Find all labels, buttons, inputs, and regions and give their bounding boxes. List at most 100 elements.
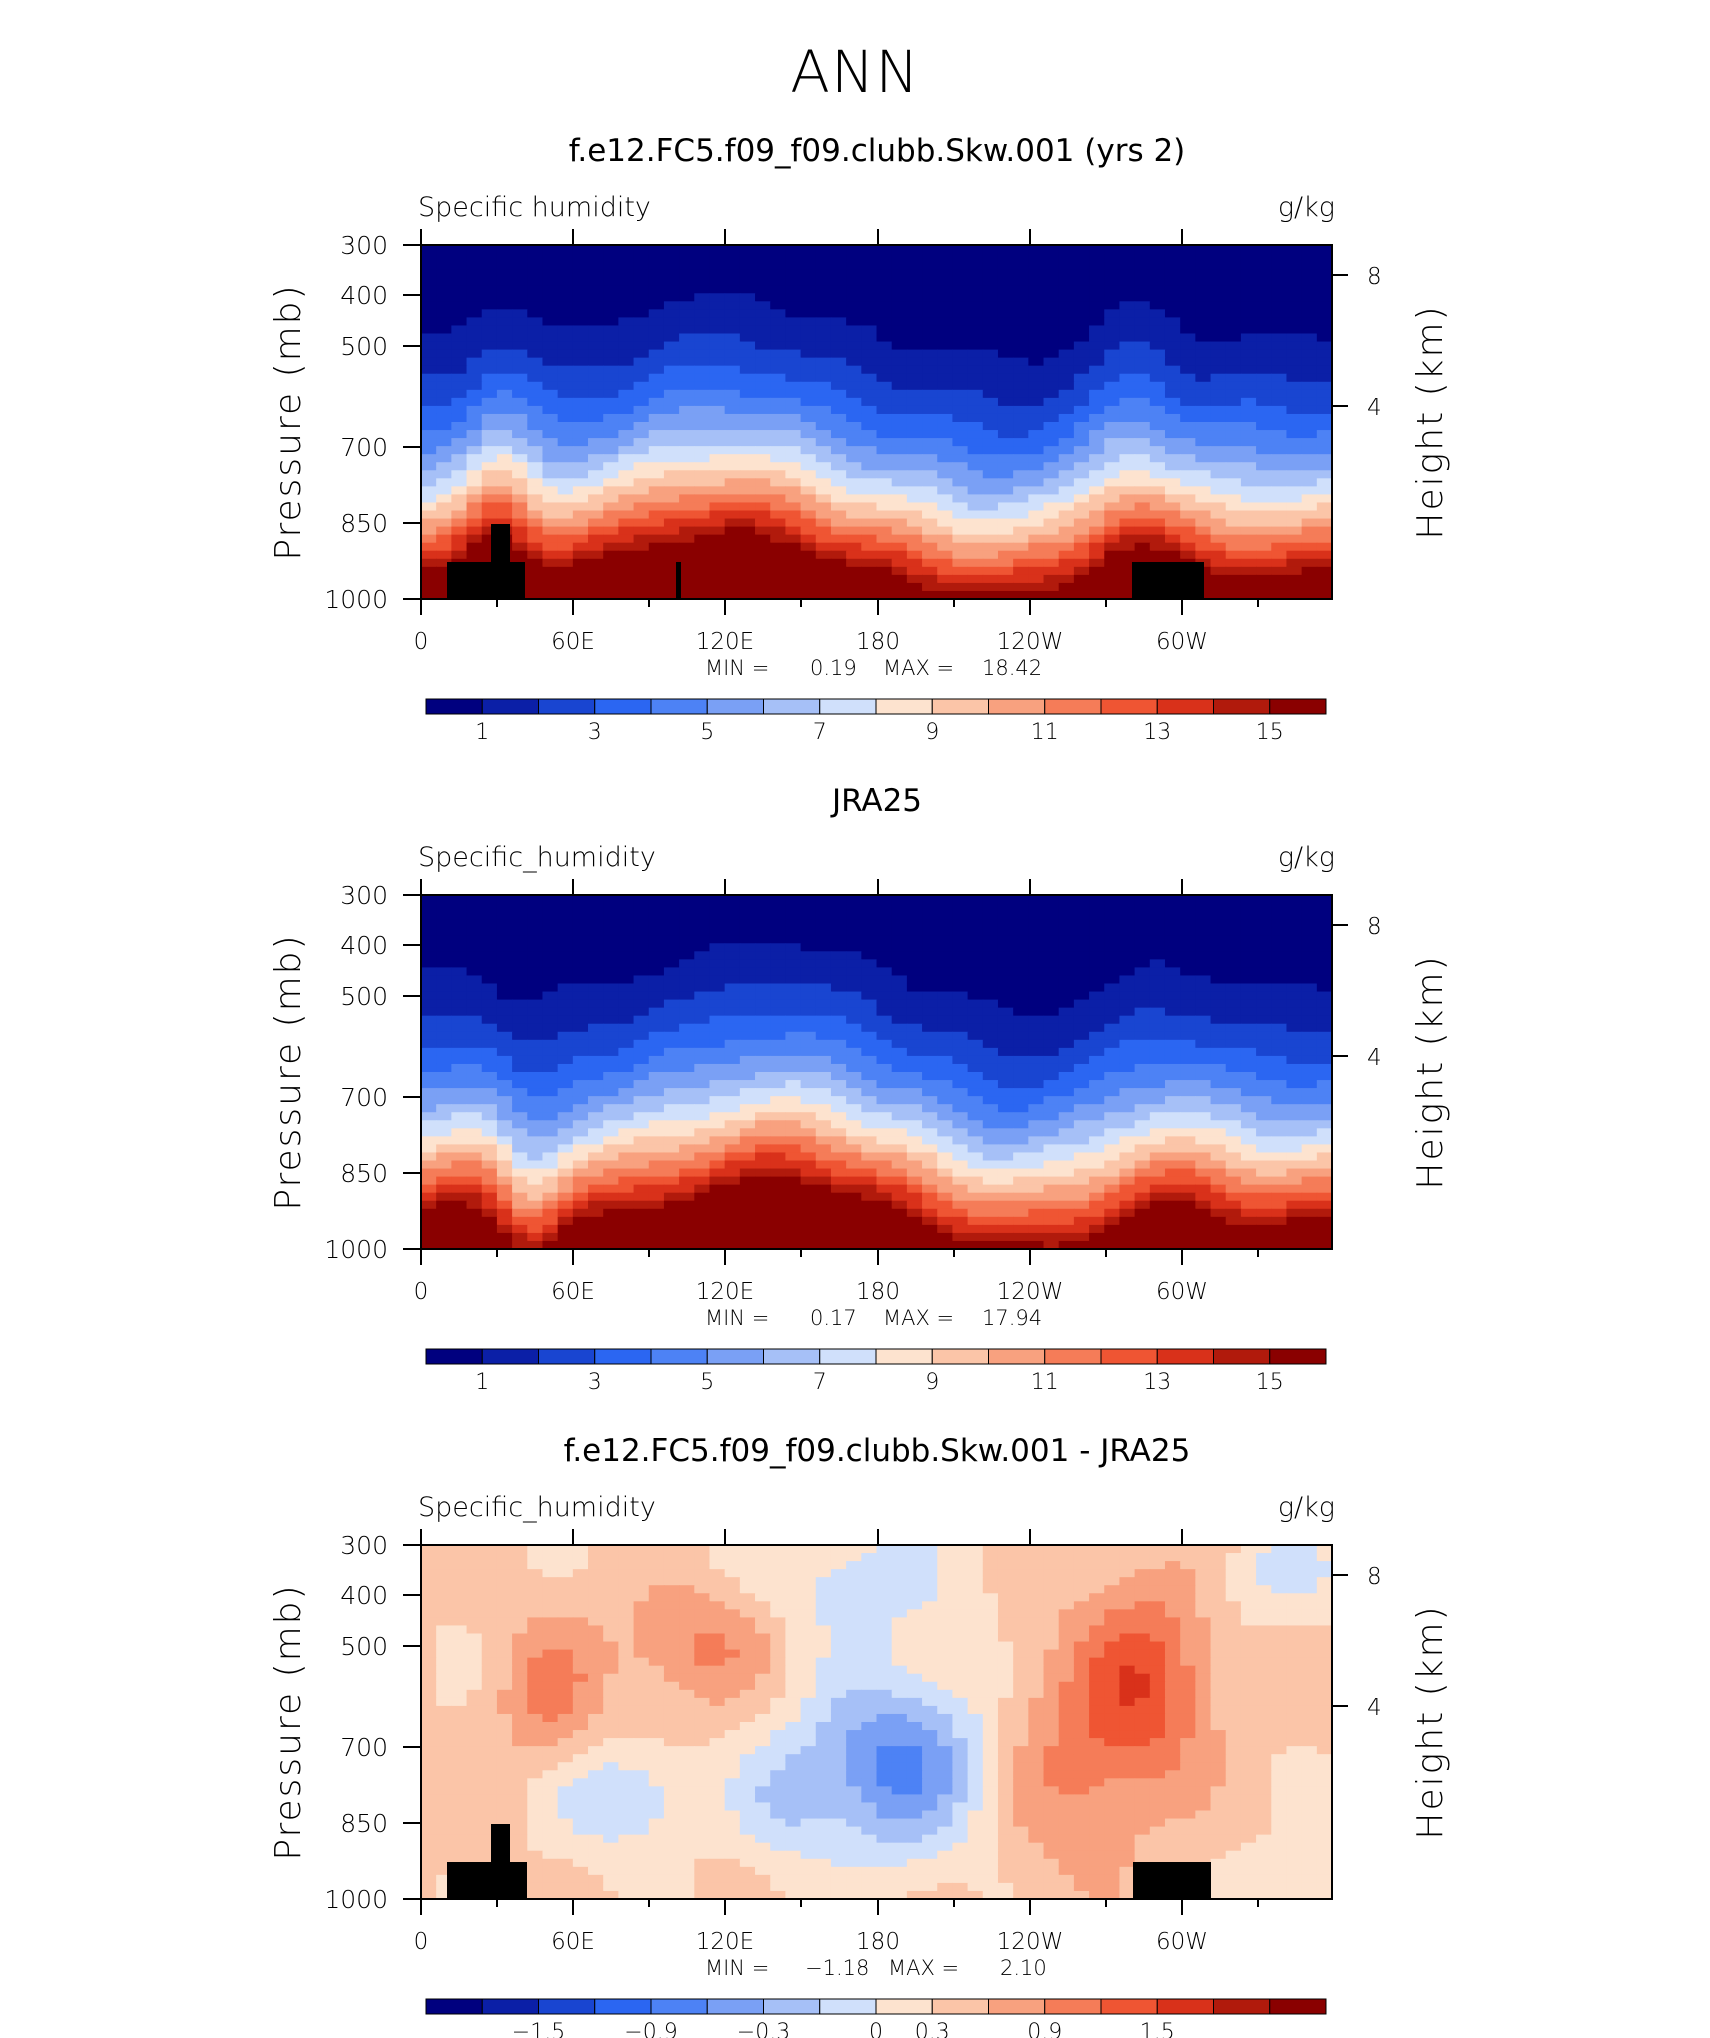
field-cell xyxy=(466,518,483,528)
field-cell xyxy=(709,1160,726,1170)
field-cell xyxy=(1013,413,1029,423)
field-cell xyxy=(1013,558,1029,568)
field-cell xyxy=(1210,550,1227,560)
field-cell xyxy=(557,999,574,1009)
field-cell xyxy=(679,1080,695,1089)
field-cell xyxy=(1058,1007,1075,1017)
field-cell xyxy=(846,1152,862,1162)
field-cell xyxy=(1028,422,1045,431)
field-cell xyxy=(557,446,574,455)
field-cell xyxy=(1164,454,1181,463)
field-cell xyxy=(982,333,999,343)
field-cell xyxy=(618,526,635,536)
field-cell xyxy=(1256,373,1272,383)
field-cell xyxy=(922,935,938,944)
field-cell xyxy=(466,397,483,407)
field-cell xyxy=(952,967,969,977)
field-cell xyxy=(800,1176,817,1186)
field-cell xyxy=(997,1007,1014,1017)
field-cell xyxy=(967,373,984,383)
field-cell xyxy=(1286,269,1303,278)
field-cell xyxy=(633,1200,650,1210)
field-cell xyxy=(815,911,832,920)
field-cell xyxy=(436,1039,452,1049)
field-cell xyxy=(1301,1144,1318,1154)
field-cell xyxy=(861,1136,878,1146)
field-cell xyxy=(542,1144,559,1154)
field-cell xyxy=(694,1192,711,1202)
field-cell xyxy=(1225,1176,1242,1186)
field-cell xyxy=(967,526,984,536)
field-cell xyxy=(1043,999,1060,1009)
field-cell xyxy=(648,951,665,960)
field-cell xyxy=(770,1168,786,1178)
field-cell xyxy=(603,494,619,504)
field-cell xyxy=(527,486,544,496)
field-cell xyxy=(770,413,786,423)
field-cell xyxy=(1028,470,1045,479)
field-cell xyxy=(891,959,908,969)
field-cell xyxy=(830,590,847,599)
field-cell xyxy=(481,357,498,367)
field-cell xyxy=(997,454,1014,463)
field-cell xyxy=(1195,1063,1212,1073)
field-cell xyxy=(906,550,923,560)
field-cell xyxy=(1180,1023,1196,1033)
field-cell xyxy=(648,1120,665,1129)
field-cell xyxy=(1164,430,1181,439)
field-cell xyxy=(1058,590,1075,599)
field-cell xyxy=(1028,1112,1045,1121)
field-cell xyxy=(1104,935,1121,944)
field-cell xyxy=(466,454,483,463)
field-cell xyxy=(603,967,619,977)
field-cell xyxy=(1240,325,1257,335)
field-cell xyxy=(967,478,984,487)
field-cell xyxy=(739,1184,756,1194)
field-cell xyxy=(1028,1088,1045,1097)
field-cell xyxy=(997,526,1014,536)
field-cell xyxy=(876,1160,893,1170)
field-cell xyxy=(739,550,756,560)
field-cell xyxy=(1271,526,1288,536)
field-cell xyxy=(937,895,954,904)
field-cell xyxy=(1073,454,1090,463)
field-cell xyxy=(952,919,969,928)
field-cell xyxy=(421,983,437,993)
field-cell xyxy=(663,365,680,375)
field-cell xyxy=(557,903,574,912)
field-cell xyxy=(481,470,498,479)
field-cell xyxy=(603,574,619,584)
field-cell xyxy=(1013,285,1029,294)
field-cell xyxy=(937,381,954,391)
field-cell xyxy=(694,526,711,536)
field-cell xyxy=(1134,510,1151,520)
field-cell xyxy=(1043,590,1060,599)
field-cell xyxy=(1256,1047,1272,1057)
field-cell xyxy=(922,1144,938,1154)
field-cell xyxy=(1073,349,1090,359)
field-cell xyxy=(1271,293,1288,302)
field-cell xyxy=(952,558,969,568)
field-cell xyxy=(1028,550,1045,560)
field-cell xyxy=(648,1072,665,1081)
field-cell xyxy=(1256,1063,1272,1073)
field-cell xyxy=(1210,413,1227,423)
field-cell xyxy=(785,1128,802,1137)
field-cell xyxy=(739,518,756,528)
field-cell xyxy=(1104,1160,1121,1170)
field-cell xyxy=(1225,430,1242,439)
field-cell xyxy=(481,1112,498,1121)
field-cell xyxy=(1256,1112,1272,1121)
field-cell xyxy=(572,1096,589,1105)
field-cell xyxy=(1164,285,1181,294)
field-cell xyxy=(1301,365,1318,375)
field-cell xyxy=(679,301,695,310)
field-cell xyxy=(891,1039,908,1049)
field-cell xyxy=(557,983,574,993)
field-cell xyxy=(436,413,452,423)
field-cell xyxy=(451,389,468,399)
field-cell xyxy=(997,293,1014,302)
field-cell xyxy=(1240,245,1257,254)
field-cell xyxy=(770,1047,786,1057)
